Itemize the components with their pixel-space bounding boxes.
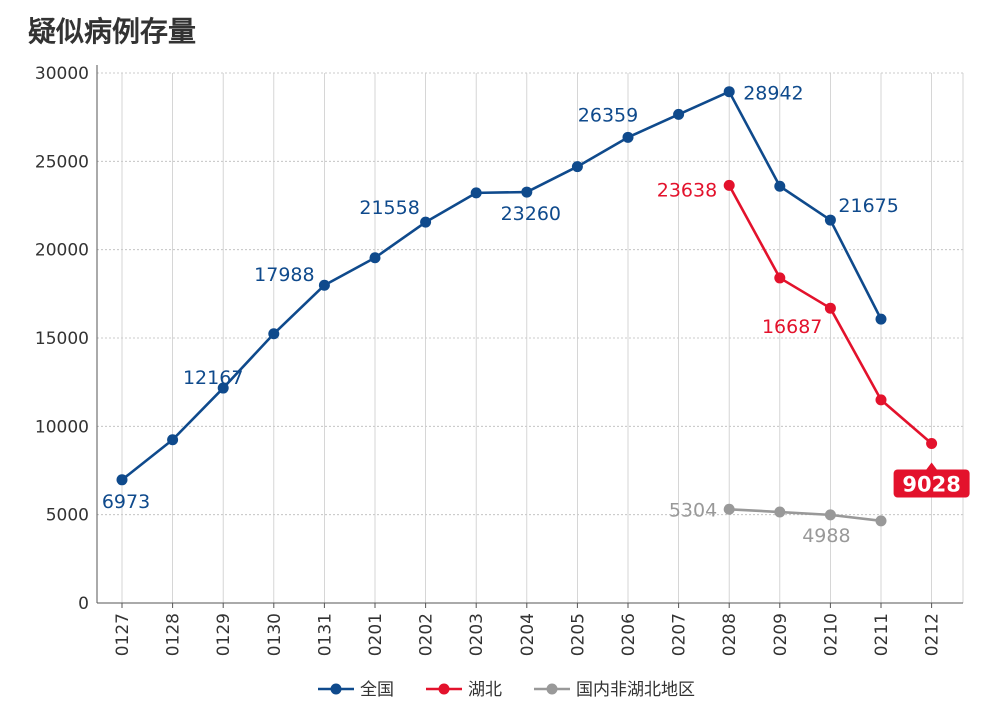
x-tick-label: 0212 [923,613,943,656]
data-point [926,438,938,450]
data-point [217,382,229,394]
data-point [723,179,735,191]
x-tick-label: 0206 [619,613,639,656]
x-tick-label: 0130 [265,613,285,656]
data-label: 23638 [657,179,717,201]
label-layer: 6973 12167 17988 21558 23260 26359 28942 21675 2… [102,83,970,547]
y-tick-label: 15000 [35,329,89,349]
data-label: 17988 [254,264,314,286]
highlight-label-box [893,469,970,498]
x-tick-label: 0203 [467,613,487,656]
data-point [774,180,786,192]
data-label: 23260 [501,203,561,225]
x-tick-label: 0127 [113,613,133,656]
x-tick-label: 0208 [720,613,740,656]
data-label: 26359 [578,104,638,126]
legend-swatch-marker [546,683,558,695]
grid-layer [97,72,964,603]
y-tick-label: 5000 [46,506,89,526]
data-point [824,214,836,226]
data-label: 16687 [762,316,822,338]
chart-title: 疑似病例存量 [28,15,197,48]
x-tick-label: 0129 [214,613,234,656]
data-point [824,509,836,521]
data-point [723,503,735,515]
data-point [824,302,836,314]
x-tick-label: 0128 [164,613,184,656]
legend: 全国 湖北 国内非湖北地区 [318,680,695,700]
data-point [470,187,482,199]
series-line-0 [121,90,883,481]
data-label: 6973 [102,491,150,513]
x-tick-label: 0207 [670,613,690,656]
highlight-label-pointer [925,462,938,471]
x-tick-label: 0204 [518,613,538,656]
data-label: 12167 [183,367,243,389]
x-tick-label: 0202 [417,613,437,656]
series-layer [116,86,938,527]
x-tick-label: 0201 [366,613,386,656]
data-point [521,186,533,198]
x-tick-label: 0131 [315,613,335,656]
x-tick-label: 0210 [821,613,841,656]
data-point [673,108,685,120]
y-tick-label: 0 [78,594,89,614]
data-label: 4988 [802,525,850,547]
series-line-2 [729,507,882,523]
data-point [774,272,786,284]
data-label: 28942 [743,83,803,105]
legend-label: 全国 [360,680,394,700]
x-tick-label: 0205 [568,613,588,656]
legend-swatch-marker [330,683,342,695]
data-point [167,434,179,446]
x-tick-label: 0209 [771,613,791,656]
data-point [318,279,330,291]
data-label: 5304 [669,499,717,521]
legend-label: 湖北 [468,680,502,700]
data-label: 21675 [838,195,898,217]
data-point [723,86,735,98]
data-label: 21558 [359,197,419,219]
data-point [875,394,887,406]
data-point [622,131,634,143]
legend-label: 国内非湖北地区 [576,680,695,700]
data-point [420,216,432,228]
axis-layer: 0 5000 10000 15000 20000 25000 30000 0127 0128 01… [35,64,963,656]
y-tick-label: 30000 [35,64,89,84]
x-tick-label: 0211 [872,613,892,656]
data-point [571,161,583,173]
data-point [875,515,887,527]
data-point [875,313,887,325]
highlight-label: 9028 [902,473,960,497]
data-point [369,252,381,264]
data-point [116,474,128,486]
data-point [268,328,280,340]
y-tick-label: 20000 [35,241,89,261]
data-point [774,506,786,518]
y-tick-label: 10000 [35,417,89,437]
y-tick-label: 25000 [35,152,89,172]
legend-swatch-marker [438,683,450,695]
